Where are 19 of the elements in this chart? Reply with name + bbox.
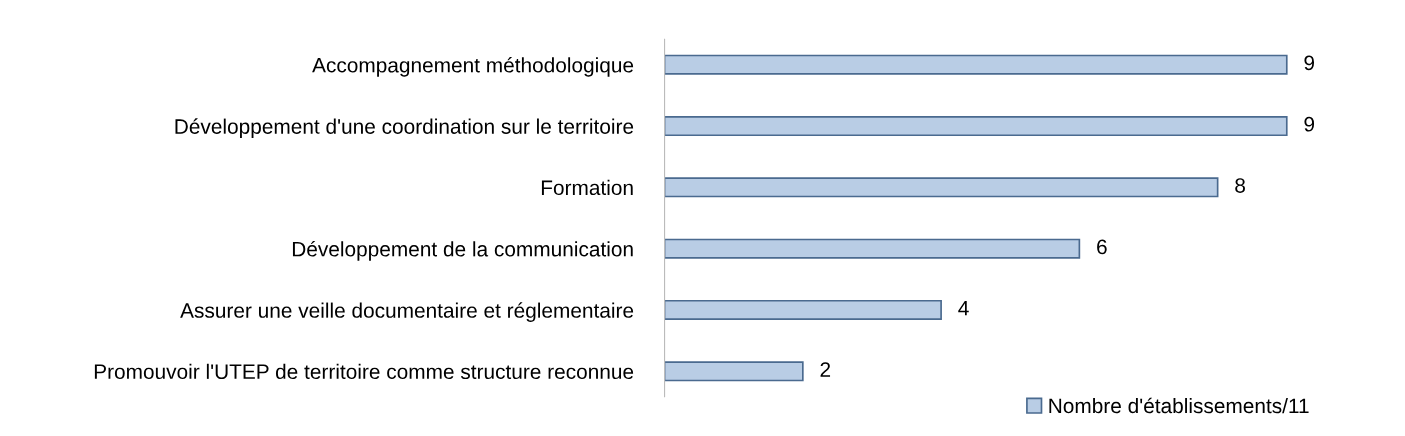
- data-label: 8: [1235, 178, 1245, 193]
- bar: [664, 115, 1288, 137]
- data-label: 9: [1304, 55, 1315, 71]
- legend-label: Nombre d'établissements/11: [1049, 397, 1309, 414]
- data-label: 2: [820, 362, 831, 377]
- data-label: 9: [1304, 116, 1315, 132]
- bar: [664, 177, 1219, 198]
- data-label: 6: [1097, 239, 1107, 255]
- y-tick-label: Formation: [541, 179, 633, 196]
- y-tick-label: Promouvoir l'UTEP de territoire comme structure reconnue: [94, 363, 634, 380]
- y-tick-label: Assurer une veille documentaire et réglementaire: [180, 302, 634, 322]
- bar: [664, 299, 942, 321]
- bar: [664, 238, 1081, 259]
- bar: [664, 361, 804, 382]
- data-label: 4: [958, 301, 969, 316]
- bar: [664, 54, 1288, 75]
- y-tick-label: Développement d'une coordination sur le territoire: [175, 118, 634, 139]
- y-tick-label: Développement de la communication: [292, 240, 633, 261]
- y-tick-label: Accompagnement méthodologique: [312, 57, 634, 77]
